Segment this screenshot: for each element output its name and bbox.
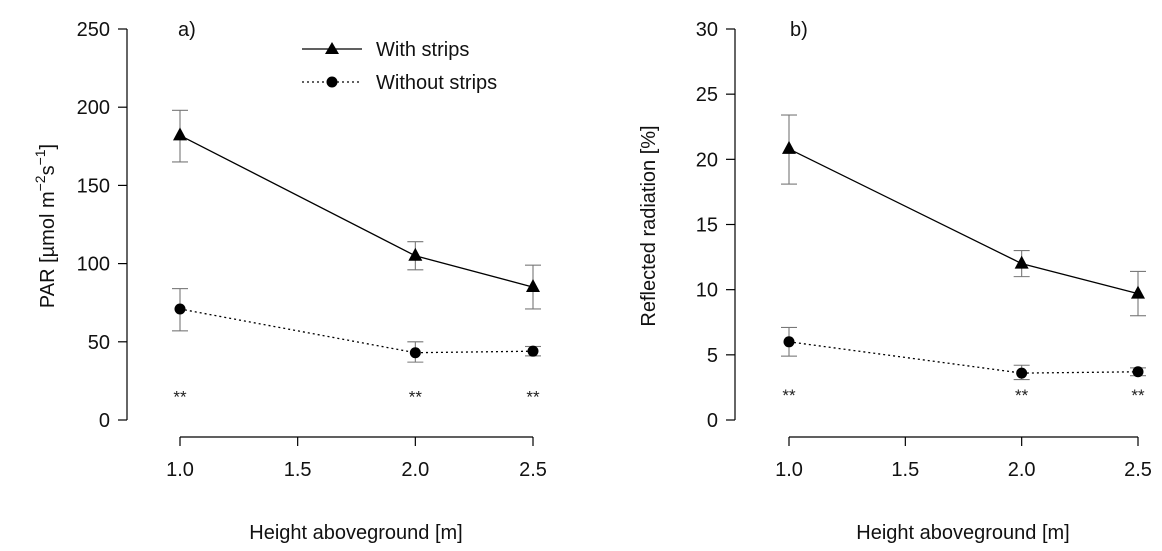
significance-marker: ** bbox=[409, 388, 423, 407]
x-tick-label: 2.0 bbox=[1008, 459, 1036, 481]
y-tick-label: 200 bbox=[77, 97, 110, 119]
point-with-strips bbox=[173, 127, 187, 141]
series-line-with-strips bbox=[179, 134, 534, 288]
panel-a-y-label-exp2: −1 bbox=[32, 149, 48, 165]
significance-marker: ** bbox=[173, 388, 187, 407]
panel-a-label: a) bbox=[178, 19, 196, 41]
point-without-strips bbox=[783, 336, 795, 348]
point-with-strips bbox=[408, 247, 423, 261]
y-tick-label: 20 bbox=[696, 149, 718, 171]
y-tick-label: 5 bbox=[707, 345, 718, 367]
legend-with-label: With strips bbox=[376, 39, 469, 61]
point-without-strips bbox=[1016, 367, 1028, 379]
panel-a-y-label-exp1: −2 bbox=[32, 175, 48, 191]
panel-b: 0 5 10 15 20 25 30 1.0 1.5 2.0 2.5 ** ** ** b) Heig… bbox=[638, 19, 1152, 544]
x-tick-label: 1.0 bbox=[775, 459, 803, 481]
panel-a-y-label-mid: s bbox=[37, 165, 59, 175]
y-tick-label: 15 bbox=[696, 215, 718, 237]
x-tick-label: 1.5 bbox=[284, 459, 312, 481]
y-tick-label: 30 bbox=[696, 19, 718, 41]
point-with-strips bbox=[1014, 255, 1029, 269]
legend-without-label: Without strips bbox=[376, 72, 497, 94]
point-with-strips bbox=[526, 279, 540, 293]
panel-b-y-axis: 0 5 10 15 20 25 30 bbox=[696, 19, 736, 432]
point-with-strips bbox=[1131, 285, 1145, 299]
y-tick-label: 150 bbox=[77, 175, 110, 197]
point-without-strips bbox=[409, 347, 421, 359]
y-tick-label: 0 bbox=[99, 410, 110, 432]
panel-a-y-label-suffix: ] bbox=[37, 144, 59, 150]
y-tick-label: 10 bbox=[696, 280, 718, 302]
panel-a-x-axis-label: Height aboveground [m] bbox=[249, 522, 462, 544]
series-line-with-strips bbox=[788, 148, 1139, 295]
panel-a: 0 50 100 150 200 250 1.0 1.5 2.0 2.5 ** ** ** a) H… bbox=[32, 19, 547, 544]
x-tick-label: 1.0 bbox=[166, 459, 194, 481]
panel-b-label: b) bbox=[790, 19, 808, 41]
legend-without-circle-marker bbox=[326, 76, 338, 88]
significance-marker: ** bbox=[1131, 386, 1145, 405]
legend-with-triangle-marker bbox=[325, 42, 339, 54]
y-tick-label: 250 bbox=[77, 19, 110, 41]
panel-b-series bbox=[781, 114, 1146, 381]
significance-marker: ** bbox=[526, 388, 540, 407]
y-tick-label: 50 bbox=[88, 332, 110, 354]
series-line-without-strips bbox=[788, 341, 1139, 374]
x-tick-label: 1.5 bbox=[891, 459, 919, 481]
panel-b-y-axis-label: Reflected radiation [%] bbox=[638, 125, 660, 326]
panel-a-significance: ** ** ** bbox=[173, 388, 540, 407]
y-tick-label: 0 bbox=[707, 410, 718, 432]
significance-marker: ** bbox=[782, 386, 796, 405]
panel-b-significance: ** ** ** bbox=[782, 386, 1145, 405]
panel-a-x-axis: 1.0 1.5 2.0 2.5 bbox=[166, 436, 547, 481]
legend: With strips Without strips bbox=[302, 39, 497, 94]
panel-b-x-axis: 1.0 1.5 2.0 2.5 bbox=[775, 436, 1152, 481]
point-with-strips bbox=[782, 140, 796, 154]
x-tick-label: 2.5 bbox=[519, 459, 547, 481]
panel-a-y-axis-label: PAR [µmol m−2s−1] bbox=[32, 144, 59, 308]
x-tick-label: 2.0 bbox=[401, 459, 429, 481]
panel-b-x-axis-label: Height aboveground [m] bbox=[856, 522, 1069, 544]
panel-a-y-axis: 0 50 100 150 200 250 bbox=[77, 19, 128, 432]
y-tick-label: 25 bbox=[696, 84, 718, 106]
significance-marker: ** bbox=[1015, 386, 1029, 405]
point-without-strips bbox=[1132, 366, 1144, 378]
point-without-strips bbox=[174, 303, 186, 315]
x-tick-label: 2.5 bbox=[1124, 459, 1152, 481]
y-tick-label: 100 bbox=[77, 254, 110, 276]
panel-a-series bbox=[172, 109, 541, 363]
point-without-strips bbox=[527, 345, 539, 357]
series-line-without-strips bbox=[179, 308, 534, 354]
panel-a-y-label-prefix: PAR [µmol m bbox=[37, 191, 59, 308]
